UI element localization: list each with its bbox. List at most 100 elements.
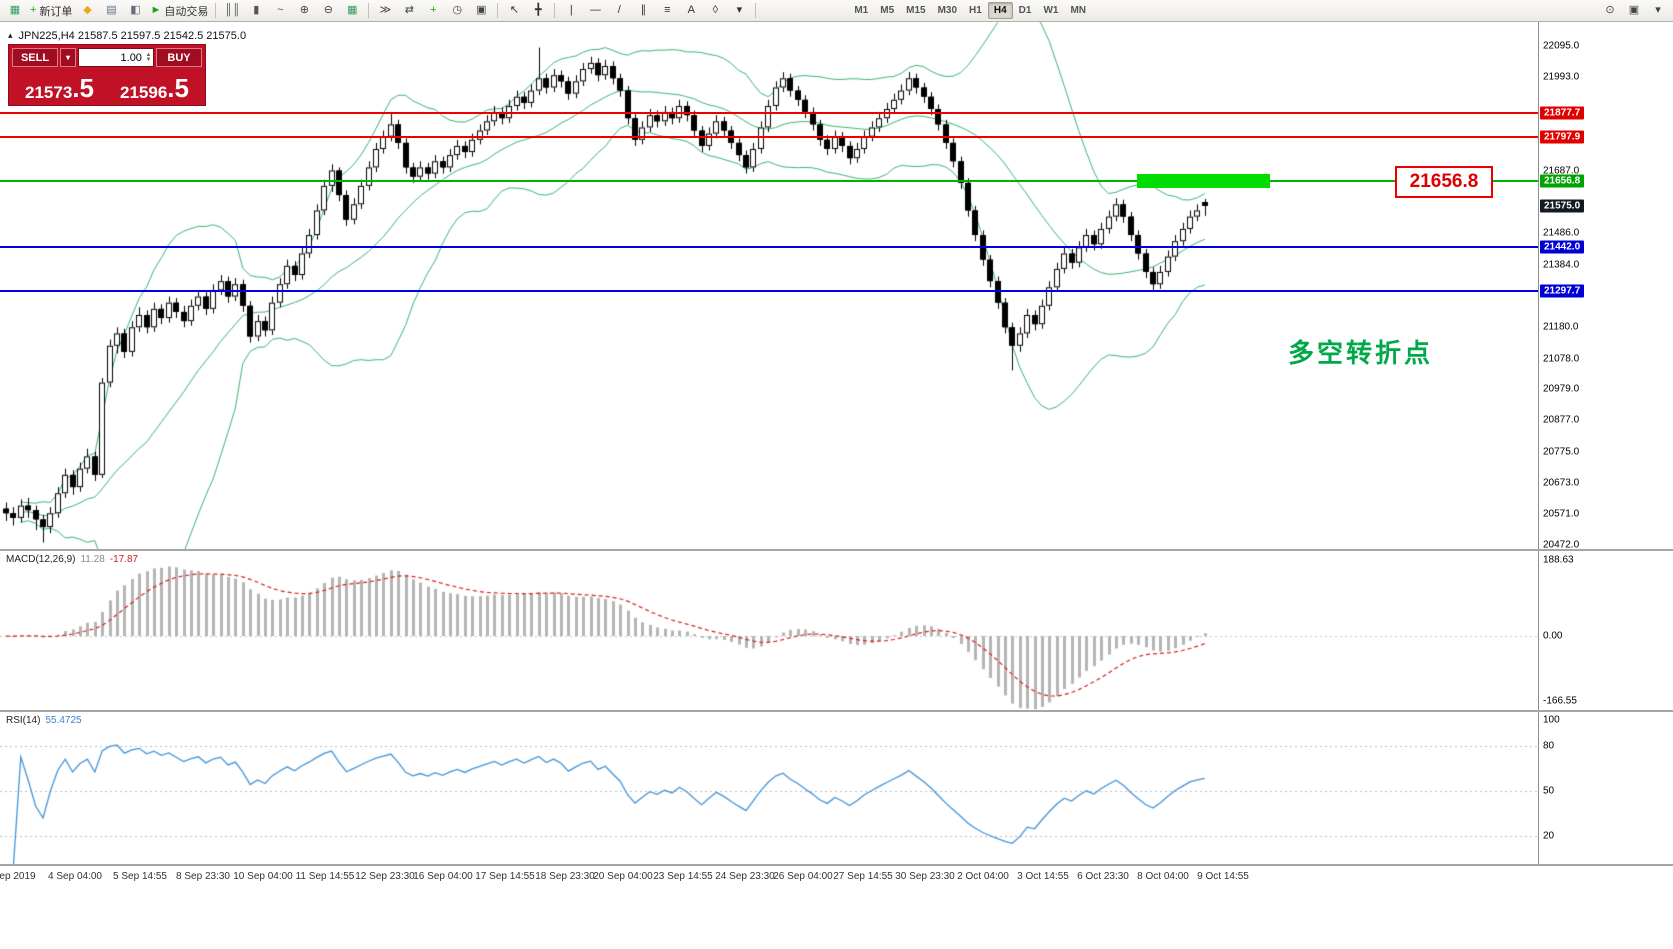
price-axis-label: 21442.0 (1540, 240, 1585, 254)
timeframe-h4[interactable]: H4 (987, 2, 1013, 19)
templates-icon: ▣ (476, 4, 487, 16)
timeframe-m30[interactable]: M30 (937, 5, 958, 16)
market-watch-button[interactable]: ▤ (99, 2, 123, 20)
templates-button[interactable]: ▣ (469, 2, 493, 20)
timeframe-m5[interactable]: M5 (880, 5, 895, 16)
time-axis[interactable]: 2 Sep 2019 4 Sep 04:00 5 Sep 14:55 8 Sep 23… (0, 866, 1673, 888)
spinner-down-icon[interactable]: ▼ (145, 56, 152, 63)
shapes-dropdown-button[interactable]: ▾ (727, 2, 751, 20)
rsi-label: RSI(14) 55.4725 (6, 715, 82, 726)
horizontal-line-21797.9[interactable] (0, 136, 1538, 139)
arrow-label-button[interactable]: ◊ (703, 2, 727, 20)
panel-separator[interactable] (0, 549, 1673, 551)
horizontal-line-21442[interactable] (0, 245, 1538, 248)
horizontal-line-button[interactable]: — (583, 2, 607, 20)
panel-separator[interactable] (0, 710, 1673, 712)
horizontal-line-21877.7[interactable] (0, 111, 1538, 114)
panel-separator[interactable] (0, 864, 1673, 866)
spinner-up-icon[interactable]: ▲ (145, 51, 152, 58)
timeframe-m15[interactable]: M15 (906, 5, 926, 16)
data-window-button[interactable]: ◧ (123, 2, 147, 20)
price-axis-label: 20979.0 (1543, 383, 1580, 395)
toolbar-more-button[interactable]: ▾ (1646, 2, 1670, 20)
symbol-ohlc-text: JPN225,H4 21587.5 21597.5 21542.5 21575.… (18, 30, 247, 42)
price-axis-label: 20775.0 (1543, 446, 1580, 458)
price-axis-label: 21993.0 (1543, 71, 1580, 83)
time-axis-label: 8 Sep 23:30 (176, 871, 230, 882)
macd-label: MACD(12,26,9) 11.28 -17.87 (6, 554, 138, 565)
price-callout-box[interactable]: 21656.8 (1395, 166, 1493, 198)
chart-shift-icon: ⇄ (404, 4, 414, 16)
crosshair-button[interactable]: ╋ (526, 2, 550, 20)
price-axis-label: 21297.7 (1540, 284, 1585, 298)
sell-button[interactable]: SELL (12, 48, 58, 67)
price-axis-label: 21180.0 (1543, 321, 1579, 333)
auto-scroll-icon: ≫ (379, 4, 392, 16)
time-axis-label: 24 Sep 23:30 (715, 871, 775, 882)
fibonacci-button[interactable]: ≡ (655, 2, 679, 20)
time-axis-label: 30 Sep 23:30 (895, 871, 955, 882)
equidistant-channel-icon: ∥ (640, 4, 647, 16)
horizontal-line-21297.7[interactable] (0, 290, 1538, 293)
equidistant-channel-button[interactable]: ∥ (631, 2, 655, 20)
indicators-add-button[interactable]: + (421, 2, 445, 20)
zoom-out-button[interactable]: ⊖ (316, 2, 340, 20)
vertical-line-button[interactable]: | (559, 2, 583, 20)
time-axis-label: 18 Sep 23:30 (535, 871, 595, 882)
buy-button[interactable]: BUY (156, 48, 202, 67)
market-watch-icon: ▤ (106, 4, 117, 16)
time-axis-label: 20 Sep 04:00 (593, 871, 653, 882)
timeframe-h1[interactable]: H1 (969, 5, 982, 16)
text-button[interactable]: A (679, 2, 703, 20)
chart-candles-button[interactable]: ▮ (244, 2, 268, 20)
auto-trading-icon: ► (150, 4, 162, 16)
timeframe-d1[interactable]: D1 (1018, 5, 1032, 16)
highlight-rectangle-object[interactable] (1137, 173, 1270, 188)
timeframe-w1[interactable]: W1 (1043, 5, 1059, 16)
chart-line-button[interactable]: ~ (268, 2, 292, 20)
periods-button[interactable]: ◷ (445, 2, 469, 20)
price-axis-label: 20571.0 (1543, 508, 1580, 520)
volume-dropdown-button[interactable]: ▾ (60, 48, 76, 67)
chart-bars-button[interactable]: ║║ (220, 2, 244, 20)
buy-price-button[interactable]: 21596.5 (107, 67, 202, 103)
time-axis-label: 17 Sep 14:55 (475, 871, 535, 882)
new-order-icon: + (30, 4, 37, 16)
time-axis-label: 3 Oct 14:55 (1017, 871, 1069, 882)
sell-price-button[interactable]: 21573.5 (12, 67, 107, 103)
chart-text-annotation[interactable]: 多空转折点 (1288, 338, 1434, 368)
tile-windows-icon: ▦ (347, 4, 358, 16)
tile-windows-button[interactable]: ▦ (340, 2, 364, 20)
volume-spinner[interactable]: ▲ ▼ (144, 51, 153, 63)
trendline-button[interactable]: / (607, 2, 631, 20)
chart-shift-button[interactable]: ⇄ (397, 2, 421, 20)
main-toolbar: ▦ + 新订单 ◆ ▤ ◧ ► 自动交易 ║║ ▮ ~ ⊕ ⊖ ▦ ≫ ⇄ + ◷ ▣ ↖ ╋ | — / ∥ ≡ A ◊ ▾ M1 M5 M… (0, 0, 1673, 22)
macd-chart-canvas[interactable] (0, 551, 1538, 710)
time-axis-label: 6 Oct 23:30 (1077, 871, 1129, 882)
cursor-icon: ↖ (509, 4, 519, 16)
rsi-title: RSI(14) (6, 715, 41, 726)
time-axis-label: 27 Sep 14:55 (833, 871, 893, 882)
arrange-windows-button[interactable]: ▣ (1622, 2, 1646, 20)
time-axis-label: 2 Oct 04:00 (957, 871, 1009, 882)
candlestick-chart-canvas[interactable] (0, 22, 1538, 549)
time-axis-label: 9 Oct 14:55 (1197, 871, 1249, 882)
timeframe-m1[interactable]: M1 (854, 5, 869, 16)
data-window-icon: ◧ (130, 4, 141, 16)
metaeditor-button[interactable]: ◆ (75, 2, 99, 20)
price-axis-label: 21078.0 (1543, 353, 1580, 365)
auto-trading-button[interactable]: ► 自动交易 (147, 2, 211, 20)
timeframe-mn[interactable]: MN (1070, 5, 1086, 16)
zoom-in-button[interactable]: ⊕ (292, 2, 316, 20)
search-button[interactable]: ⊙ (1598, 2, 1622, 20)
price-axis-label: 21797.9 (1540, 130, 1585, 144)
horizontal-line-21656.8[interactable] (0, 179, 1538, 182)
time-axis-label: 23 Sep 14:55 (653, 871, 713, 882)
cursor-button[interactable]: ↖ (502, 2, 526, 20)
price-axis-label: 21384.0 (1543, 259, 1580, 271)
volume-input[interactable] (79, 50, 144, 65)
new-order-button[interactable]: + 新订单 (27, 2, 75, 20)
new-chart-button[interactable]: ▦ (3, 2, 27, 20)
rsi-chart-canvas[interactable] (0, 712, 1538, 864)
auto-scroll-button[interactable]: ≫ (373, 2, 397, 20)
